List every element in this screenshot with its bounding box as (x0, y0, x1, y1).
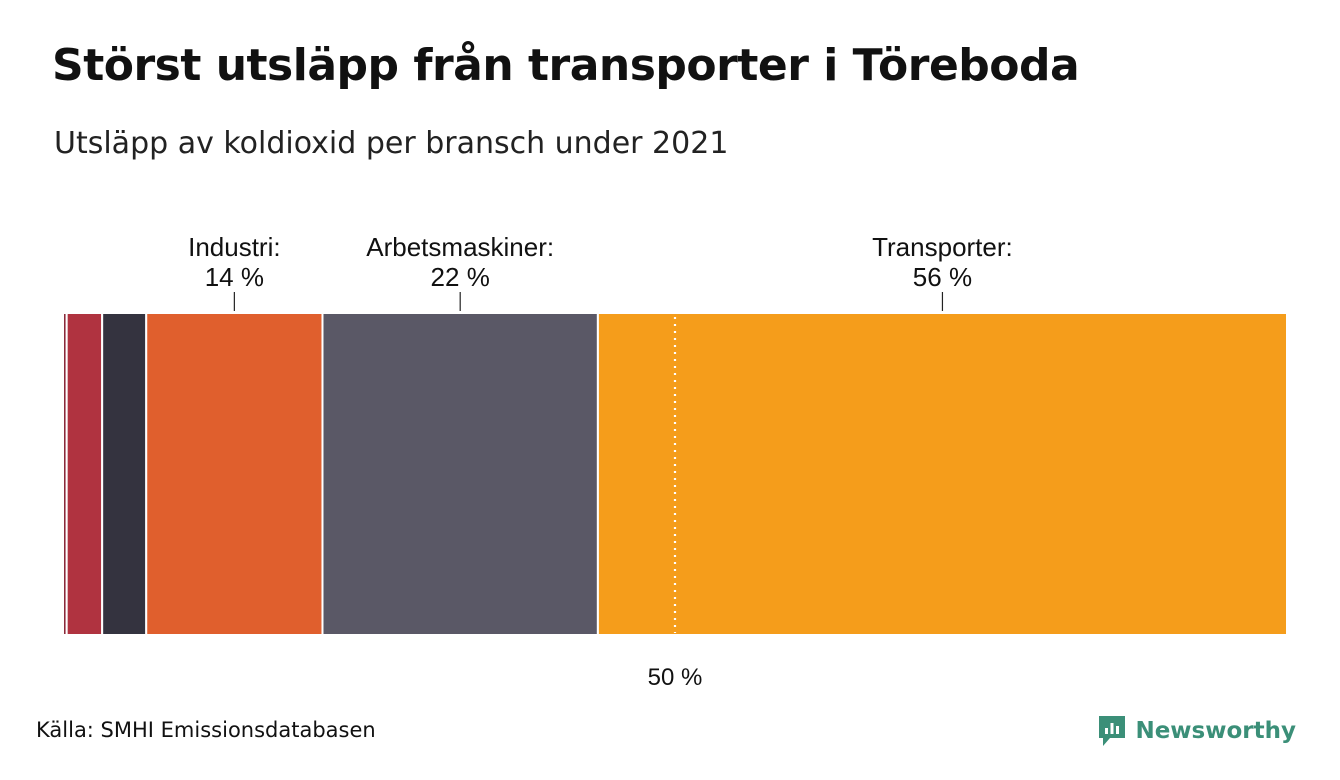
segment-label: Transporter: (872, 232, 1013, 262)
source-note: Källa: SMHI Emissionsdatabasen (36, 718, 376, 742)
segment-label: Industri: (188, 232, 281, 262)
segment-label: Arbetsmaskiner: (366, 232, 554, 262)
bar-segment-2 (101, 312, 148, 636)
newsworthy-logo-icon (1099, 716, 1126, 746)
chart-title: Störst utsläpp från transporter i Törebo… (52, 40, 1080, 91)
chart-subtitle: Utsläpp av koldioxid per bransch under 2… (54, 126, 729, 161)
brand-logo: Newsworthy (1097, 714, 1296, 748)
segment-value-label: 56 % (913, 262, 972, 292)
stacked-bar-chart: Industri:14 % Arbetsmaskiner:22 % Transpor… (62, 232, 1288, 691)
segment-value-label: 14 % (205, 262, 264, 292)
bar-segment-arbetsmaskiner (321, 312, 599, 636)
brand-name: Newsworthy (1135, 718, 1296, 744)
bar-segment-1 (65, 312, 104, 636)
bar-segment-industri (145, 312, 324, 636)
segment-value-label: 22 % (431, 262, 490, 292)
bar-segment-transporter (596, 312, 1288, 636)
reference-line-label: 50 % (648, 664, 703, 691)
